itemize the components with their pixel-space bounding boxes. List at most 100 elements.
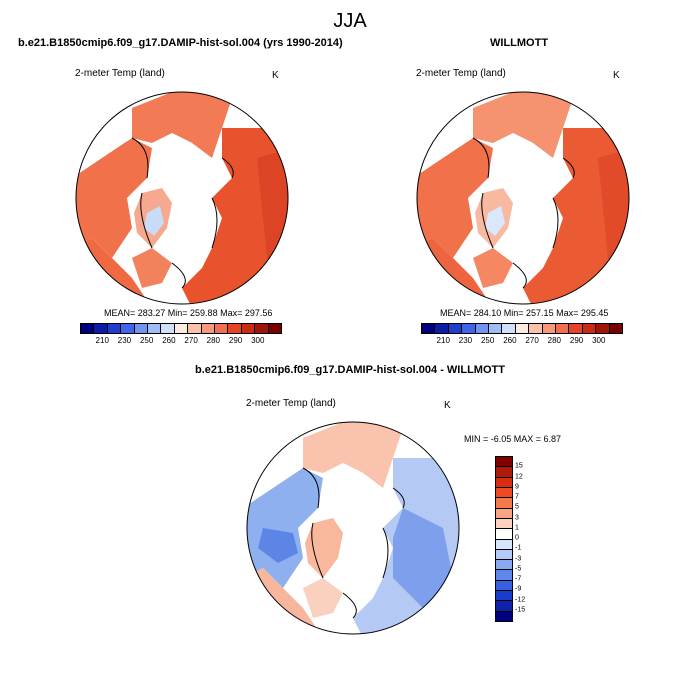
colorbar-tick-label: -12 [515,596,526,603]
colorbar-tick-label: 270 [525,336,539,345]
right-map-greenland-ice [485,206,505,236]
colorbar-swatch [448,324,463,333]
left-map-greenland-ice [144,206,164,236]
colorbar-swatch [241,324,256,333]
colorbar-swatch [496,487,512,499]
colorbar-swatch [174,324,189,333]
diff-map-region [303,578,343,618]
colorbar-tick-label: 230 [117,336,132,345]
left-map-ocean [167,133,202,178]
colorbar-tick-label: 280 [206,336,221,345]
colorbar-swatch [94,324,108,333]
right-map-land-region [473,248,513,288]
diff-map-region [393,508,453,608]
right-polar-map [416,91,630,305]
diff-unit-label: K [444,400,451,411]
colorbar-swatch [596,324,610,333]
left-stats: MEAN= 283.27 Min= 259.88 Max= 297.56 [104,308,273,318]
colorbar-swatch [496,549,512,561]
left-unit-label: K [272,70,279,81]
diff-colorbar [495,456,513,622]
diff-map-region [258,528,298,563]
colorbar-tick-label: 250 [139,336,154,345]
colorbar-swatch [475,324,490,333]
colorbar-tick-label: 210 [436,336,450,345]
colorbar-tick-label: -9 [515,585,522,593]
colorbar-tick-label: 12 [515,473,523,480]
diff-stats: MIN = -6.05 MAX = 6.87 [464,434,562,444]
colorbar-swatch [188,324,202,333]
colorbar-swatch [542,324,557,333]
right-map-border [416,91,630,305]
right-colorbar-ticks: 210 230 250 260 270 280 290 300 [421,336,621,346]
colorbar-swatch [228,324,242,333]
colorbar-swatch [161,324,175,333]
colorbar-tick-label: 3 [515,514,519,521]
colorbar-swatch [529,324,543,333]
colorbar-swatch [496,467,512,478]
left-polar-map [75,91,289,305]
colorbar-tick-label: 1 [515,524,519,532]
right-map-land-region [473,92,573,158]
diff-map-ocean [338,463,373,508]
colorbar-swatch [569,324,583,333]
colorbar-swatch [496,529,512,540]
colorbar-swatch [609,324,623,333]
colorbar-swatch [496,591,512,602]
colorbar-swatch [496,457,512,468]
colorbar-tick-label: 270 [184,336,198,345]
colorbar-swatch [462,324,476,333]
diff-map-region [303,422,403,488]
colorbar-swatch [496,611,512,621]
colorbar-swatch [496,601,512,612]
left-colorbar [80,323,282,334]
colorbar-swatch [496,570,512,581]
right-map-coastlines [472,137,575,289]
colorbar-tick-label: 300 [592,336,606,345]
diff-map-border [246,421,460,635]
colorbar-swatch [502,324,516,333]
right-panel-title: WILLMOTT [490,37,549,49]
colorbar-tick-label: 280 [547,336,562,345]
colorbar-swatch [435,324,449,333]
left-variable-label: 2-meter Temp (land) [75,68,165,79]
colorbar-swatch [496,560,512,571]
colorbar-swatch [422,324,436,333]
colorbar-swatch [215,324,229,333]
colorbar-swatch [496,477,512,488]
right-stats: MEAN= 284.10 Min= 257.15 Max= 295.45 [440,308,609,318]
colorbar-tick-label: 9 [515,483,519,491]
left-map-border [75,91,289,305]
colorbar-swatch [582,324,597,333]
colorbar-swatch [268,324,282,333]
colorbar-tick-label: 250 [480,336,495,345]
colorbar-tick-label: -5 [515,565,522,573]
figure-title: JJA [333,10,367,32]
colorbar-tick-label: 7 [515,493,519,501]
diff-polar-map [246,421,460,635]
right-map-ocean [508,133,543,178]
colorbar-swatch [496,580,512,592]
colorbar-swatch [496,508,512,519]
colorbar-tick-label: 290 [569,336,584,345]
left-map-land-region [76,138,152,258]
colorbar-swatch [489,324,503,333]
colorbar-tick-label: -7 [515,575,522,583]
left-map-land-region [132,248,172,288]
colorbar-swatch [255,324,269,333]
diff-variable-label: 2-meter Temp (land) [246,398,336,409]
colorbar-tick-label: 230 [458,336,473,345]
diff-map-greenland [305,518,343,578]
colorbar-tick-label: 260 [162,336,176,345]
colorbar-swatch [201,324,216,333]
right-unit-label: K [613,70,620,81]
right-map-land-region [417,138,493,258]
right-colorbar [421,323,623,334]
diff-colorbar-ticks: 15 12 9 7 5 3 1 0 -1 -3 -5 -7 -9 -12 -15 [515,456,545,620]
colorbar-swatch [496,539,512,550]
diff-map-coastlines [302,467,405,619]
colorbar-swatch [81,324,95,333]
colorbar-tick-label: 5 [515,503,519,511]
colorbar-tick-label: -15 [515,606,526,614]
left-map-coastlines [131,137,234,289]
